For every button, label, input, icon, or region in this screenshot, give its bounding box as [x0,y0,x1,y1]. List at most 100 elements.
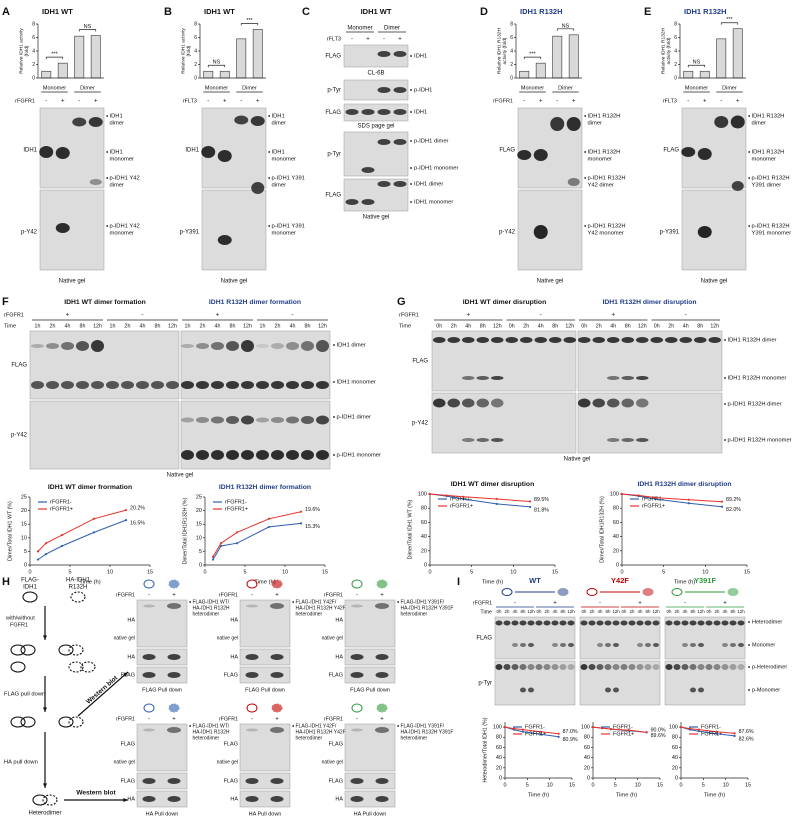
band [596,664,604,670]
treatment-label: rFGFR1 [219,716,238,722]
panel-label: E [644,6,651,18]
band-label: Y391 dimer [752,183,782,189]
bar [716,38,727,79]
band-label: dimer [272,183,287,189]
protein-icon [10,661,26,673]
bar [732,28,743,79]
treatment-label: rFGFR1 [15,98,35,104]
time-label: Time [480,609,492,615]
row-label: FLAG [476,636,492,642]
significance: *** [529,52,536,58]
band [270,778,284,784]
group-label: Monomer [685,85,708,91]
x-tick-label: 10 [282,569,288,575]
time-point: 12h [243,323,252,329]
treatment-label: rFLT3 [663,98,677,104]
band [567,620,575,626]
band [142,672,156,678]
band [167,672,181,678]
arrow [77,671,129,717]
band [697,148,712,160]
band [636,620,644,626]
band [621,337,634,343]
sign: - [148,717,150,723]
band [612,664,620,670]
band [316,450,329,460]
row-label: FLAG [325,54,341,60]
sign: - [148,593,150,599]
blot [136,648,188,666]
band-label: heterodimer [193,735,220,741]
protein-icon [351,703,363,713]
y-tick-label: 0 [424,562,427,568]
y-tick-label: 0 [24,562,27,568]
protein-icon [246,579,258,589]
band [665,620,673,626]
data-point [687,502,690,505]
row-label: HA [335,617,343,623]
band [181,417,194,423]
y-tick-label: 40 [672,755,678,761]
time-point: 8h [697,323,703,329]
x-axis-label: Time (h) [616,793,637,799]
treatment-label: rFGFR1 [493,98,513,104]
band [211,450,224,460]
band [503,664,511,670]
data-point [299,510,303,513]
band [566,117,581,131]
band-label: HA-IDH1 R132H Y42F [296,729,346,735]
band [730,115,745,129]
x-tick-label: 10 [702,569,708,575]
time-point: 12h [168,323,177,329]
sign: + [380,593,384,599]
time-point: 1h [260,323,266,329]
y-tick-label: 60 [613,520,619,526]
band-label: IDH1 monomer [337,380,376,386]
band-label: monomer [588,157,613,163]
bar [552,35,563,79]
time-point: 12h [93,323,102,329]
legend-label: FGFR1+ [701,731,722,737]
band [681,664,689,670]
row-label: HA [335,654,343,660]
band-label: IDH1 R132H [588,150,621,156]
band [350,796,364,802]
bullet [333,416,335,418]
bullet [189,725,192,727]
band [196,450,209,460]
band [181,450,194,460]
band-label: dimer [752,121,767,127]
sign: + [553,601,557,607]
band [142,796,156,802]
band [698,687,704,693]
y-tick-label: 20 [421,548,427,554]
band-label: p-Heterodimer [752,664,787,670]
bullet [410,140,412,142]
time-point: 2h [668,323,674,329]
band [567,664,575,670]
band-label: p-IDH1 R132H monomer [728,438,792,444]
band-label: HA-IDH1 R132H [193,605,230,611]
band-label: IDH1 R132H [752,114,785,120]
band-label: monomer [110,157,135,163]
band [637,643,643,647]
band [588,664,596,670]
gel-caption: FLAG Pull down [245,687,285,693]
x-tick-label: 15 [322,569,328,575]
bar [57,62,68,79]
data-point [557,732,560,735]
band-label: IDH1 R132H [752,150,785,156]
protein-icon [143,579,155,589]
y-tick-label: 100 [493,725,502,731]
time-point: 8h [521,609,526,614]
band [713,620,721,626]
band [462,337,475,343]
time-point: 8h [480,323,486,329]
band [578,398,591,408]
row-label: native gel [217,759,238,765]
time-point: 2h [523,323,529,329]
data-point [503,725,507,729]
row-label: HA [335,796,343,802]
band [495,620,503,626]
row-label: p-Tyr [478,681,492,687]
